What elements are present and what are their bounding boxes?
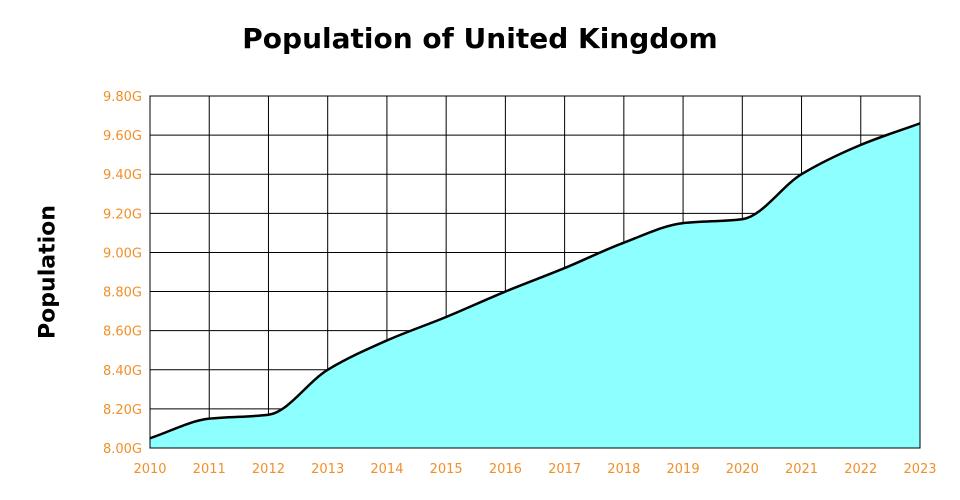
y-tick-label: 8.20G: [103, 403, 142, 418]
x-tick-label: 2011: [193, 462, 226, 477]
y-tick-label: 9.80G: [103, 90, 142, 105]
chart-title: Population of United Kingdom: [242, 22, 718, 55]
plot-frame: [149, 95, 921, 449]
x-tick-label: 2021: [785, 462, 818, 477]
y-tick-label: 8.60G: [103, 325, 142, 340]
y-tick-label: 9.60G: [103, 129, 142, 144]
x-tick-label: 2023: [903, 462, 936, 477]
y-tick-label: 9.00G: [103, 246, 142, 261]
y-tick-label: 8.80G: [103, 286, 142, 301]
population-line: [149, 122, 921, 440]
x-tick-label: 2017: [548, 462, 581, 477]
x-axis-ticks: 2010 2011 2012 2013 2014 2015 2016 2017 2018 2019…: [133, 462, 936, 477]
x-tick-label: 2018: [607, 462, 640, 477]
y-axis-ticks: 8.00G 8.20G 8.40G 8.60G 8.80G 9.00G 9.20G 9.40G…: [103, 90, 142, 457]
y-tick-label: 9.40G: [103, 168, 142, 183]
x-tick-label: 2010: [133, 462, 166, 477]
x-tick-label: 2012: [252, 462, 285, 477]
y-tick-label: 8.40G: [103, 364, 142, 379]
x-tick-label: 2014: [370, 462, 403, 477]
x-tick-label: 2019: [667, 462, 700, 477]
population-area: [150, 123, 920, 448]
x-tick-label: 2016: [489, 462, 522, 477]
x-tick-label: 2015: [430, 462, 463, 477]
x-tick-label: 2020: [726, 462, 759, 477]
y-tick-label: 8.00G: [103, 442, 142, 457]
x-tick-label: 2013: [311, 462, 344, 477]
y-tick-label: 9.20G: [103, 207, 142, 222]
x-tick-label: 2022: [844, 462, 877, 477]
